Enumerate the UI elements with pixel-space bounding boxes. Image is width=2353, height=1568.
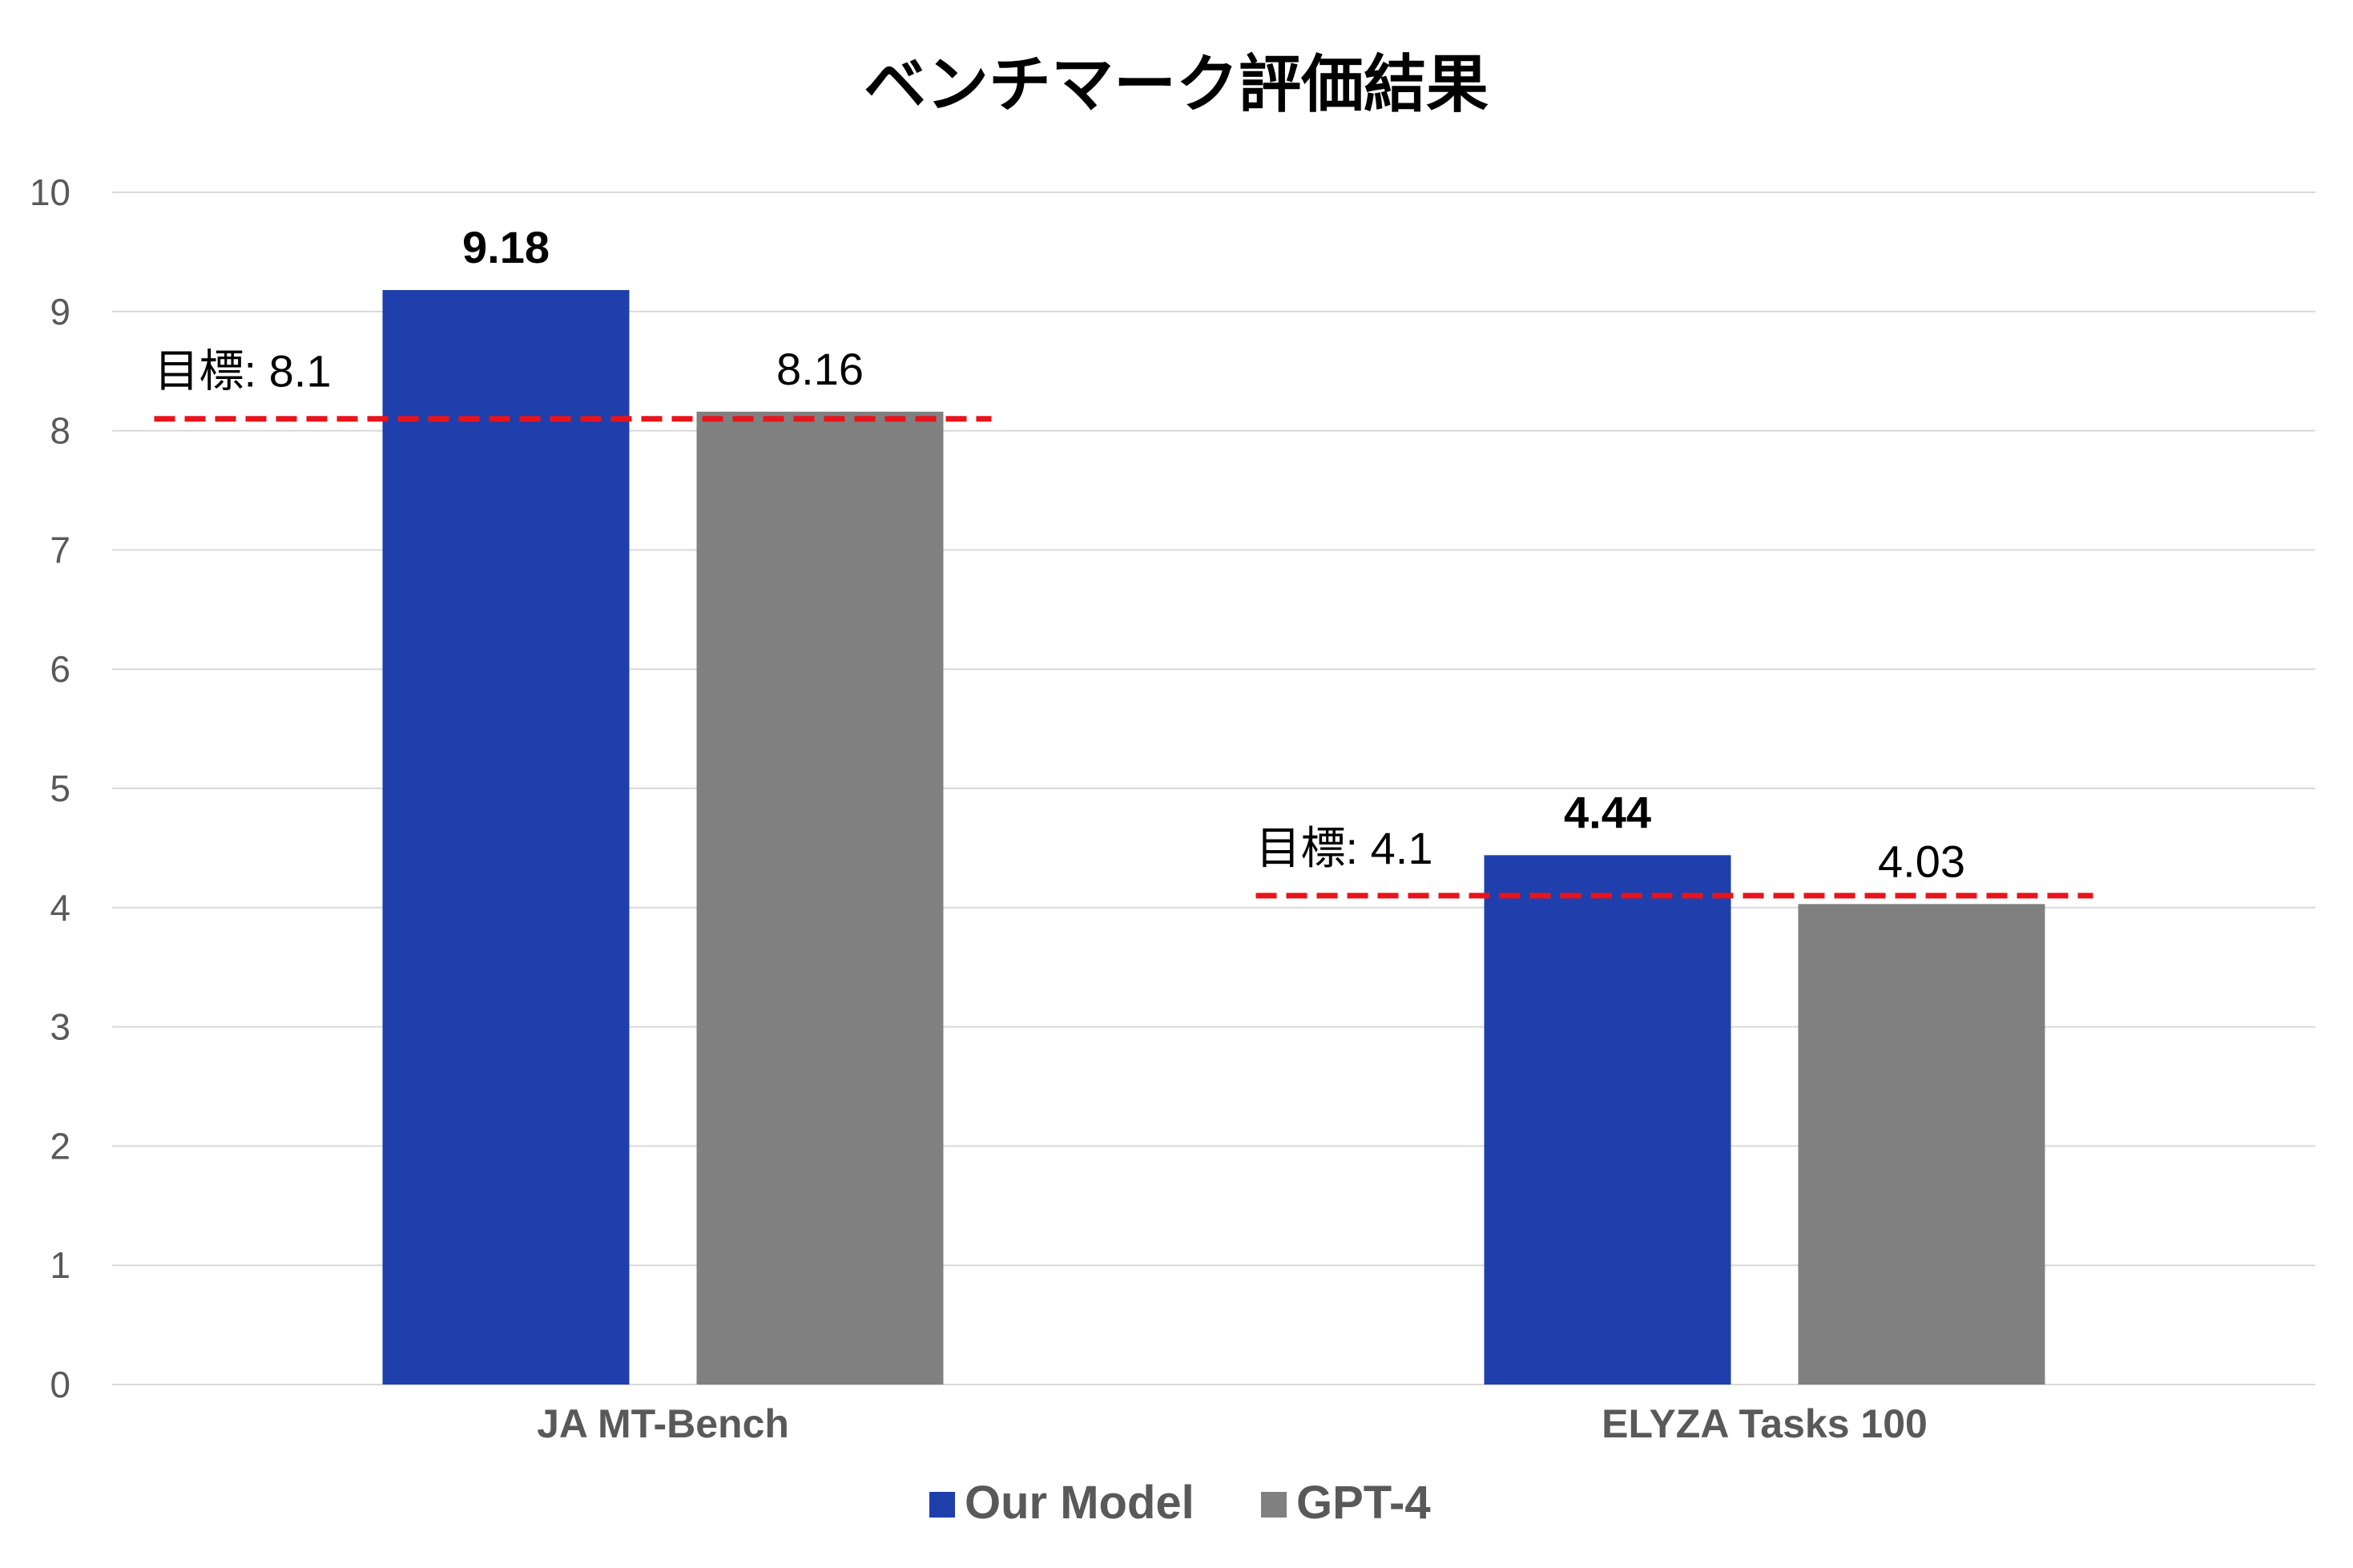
- y-tick-label: 6: [50, 648, 71, 690]
- bars: [382, 290, 2045, 1385]
- chart-title: ベンチマーク評価結果: [864, 49, 1489, 119]
- legend-swatch: [929, 1492, 955, 1518]
- y-tick-label: 2: [50, 1125, 71, 1167]
- bar: [1798, 904, 2045, 1385]
- bar: [1484, 855, 1731, 1385]
- data-label: 4.44: [1564, 787, 1651, 837]
- x-tick-label: ELYZA Tasks 100: [1602, 1401, 1928, 1446]
- legend-label: GPT-4: [1296, 1477, 1431, 1529]
- legend-label: Our Model: [965, 1477, 1195, 1529]
- target-label: 目標: 8.1: [155, 346, 332, 397]
- legend: Our Model GPT-4: [929, 1477, 1431, 1529]
- y-tick-label: 5: [50, 768, 71, 809]
- data-label: 4.03: [1878, 836, 1965, 886]
- target-label: 目標: 4.1: [1256, 823, 1433, 873]
- y-axis-ticks: 0 1 2 3 4 5 6 7 8 9 10: [30, 171, 71, 1405]
- y-tick-label: 9: [50, 291, 71, 333]
- y-tick-label: 10: [30, 171, 71, 213]
- y-tick-label: 7: [50, 529, 71, 570]
- bar: [382, 290, 630, 1385]
- x-tick-label: JA MT-Bench: [537, 1401, 789, 1446]
- y-tick-label: 4: [50, 887, 71, 929]
- bar: [696, 411, 944, 1385]
- data-label: 8.16: [776, 344, 864, 394]
- x-axis-labels: JA MT-Bench ELYZA Tasks 100: [537, 1401, 1928, 1446]
- y-tick-label: 3: [50, 1006, 71, 1048]
- value-labels: 9.18 8.16 4.44 4.03: [462, 222, 1965, 886]
- y-tick-label: 1: [50, 1244, 71, 1286]
- target-lines: 目標: 8.1 目標: 4.1: [154, 346, 2093, 899]
- y-tick-label: 0: [50, 1364, 71, 1405]
- legend-swatch: [1261, 1492, 1287, 1518]
- y-tick-label: 8: [50, 410, 71, 452]
- data-label: 9.18: [462, 222, 550, 272]
